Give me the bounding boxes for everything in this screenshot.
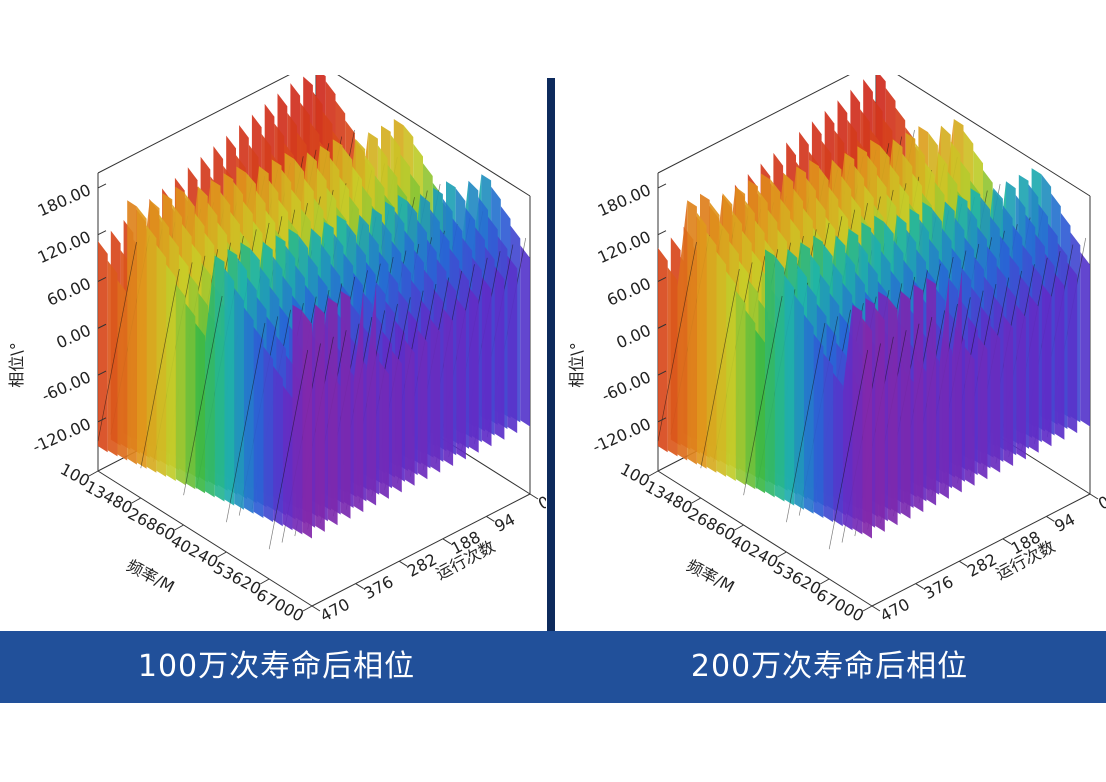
freq-tick-label: 26860	[125, 504, 179, 545]
z-tick-label: 60.00	[44, 274, 94, 310]
phase-surface-chart: 180.00120.0060.000.00-60.00-120.00相位\°10…	[567, 75, 1106, 626]
caption-left: 100万次寿命后相位	[137, 649, 416, 684]
chart-panel-right: 180.00 120.00 60.00 0.00 -60.00 -120.00 相位\° 10…	[560, 75, 1106, 631]
phase-surface	[657, 75, 1090, 550]
caption-right: 200万次寿命后相位	[690, 649, 969, 684]
run-tick-label: 470	[317, 594, 353, 625]
z-axis: 180.00 120.00 60.00 0.00 -60.00 -120.00 相位\°	[567, 180, 667, 457]
run-tick-label: 376	[921, 572, 957, 603]
panel-divider	[547, 78, 555, 631]
phase-surface-chart: 180.00120.0060.000.00-60.00-120.00相位\°10…	[7, 75, 546, 626]
z-axis: 180.00 120.00 60.00 0.00 -60.00 -120.00 相位\°	[7, 180, 107, 457]
run-tick-label: 0	[535, 492, 546, 514]
z-tick-label: -60.00	[39, 367, 94, 405]
freq-tick-label: 40240	[728, 531, 782, 572]
run-tick-label: 94	[491, 510, 518, 536]
freq-tick-label: 13480	[642, 477, 696, 518]
z-axis-label: 相位\°	[567, 342, 586, 387]
freq-tick-label: 40240	[168, 531, 222, 572]
run-tick-label: 94	[1051, 510, 1078, 536]
z-tick-label: 60.00	[604, 274, 654, 310]
z-tick-label: -120.00	[29, 414, 93, 456]
run-slice	[97, 200, 312, 550]
freq-tick-label: 67000	[813, 585, 867, 626]
run-slice	[657, 200, 872, 550]
freq-tick-label: 13480	[82, 477, 136, 518]
axis-frame-front	[657, 470, 1091, 607]
z-tick-label: 180.00	[595, 180, 654, 220]
z-tick-label: 120.00	[595, 227, 654, 267]
z-tick-label: -60.00	[599, 367, 654, 405]
plot-area: 180.00120.0060.000.00-60.00-120.00相位\°10…	[567, 75, 1106, 626]
phase-surface	[97, 75, 530, 550]
freq-tick-label: 53620	[210, 558, 264, 599]
z-tick-label: 120.00	[35, 227, 94, 267]
caption-bar: 100万次寿命后相位 200万次寿命后相位	[0, 631, 1106, 703]
freq-axis-label: 频率/M	[124, 556, 178, 597]
z-tick-label: 0.00	[53, 321, 93, 353]
run-tick-label: 470	[877, 594, 913, 625]
z-tick-label: 180.00	[35, 180, 94, 220]
z-tick-label: -120.00	[589, 414, 653, 456]
freq-tick-label: 26860	[685, 504, 739, 545]
chart-panel-left: 180.00 120.00 60.00 0.00 -60.00 -120.00 相位\° 10…	[0, 75, 546, 631]
freq-axis-label: 频率/M	[684, 556, 738, 597]
freq-tick-label: 67000	[253, 585, 307, 626]
run-tick-label: 376	[361, 572, 397, 603]
z-tick-label: 0.00	[613, 321, 653, 353]
freq-tick-label: 53620	[770, 558, 824, 599]
axis-frame-front	[97, 470, 531, 607]
z-axis-label: 相位\°	[7, 342, 26, 387]
run-tick-label: 0	[1095, 492, 1106, 514]
plot-area: 180.00120.0060.000.00-60.00-120.00相位\°10…	[7, 75, 546, 626]
